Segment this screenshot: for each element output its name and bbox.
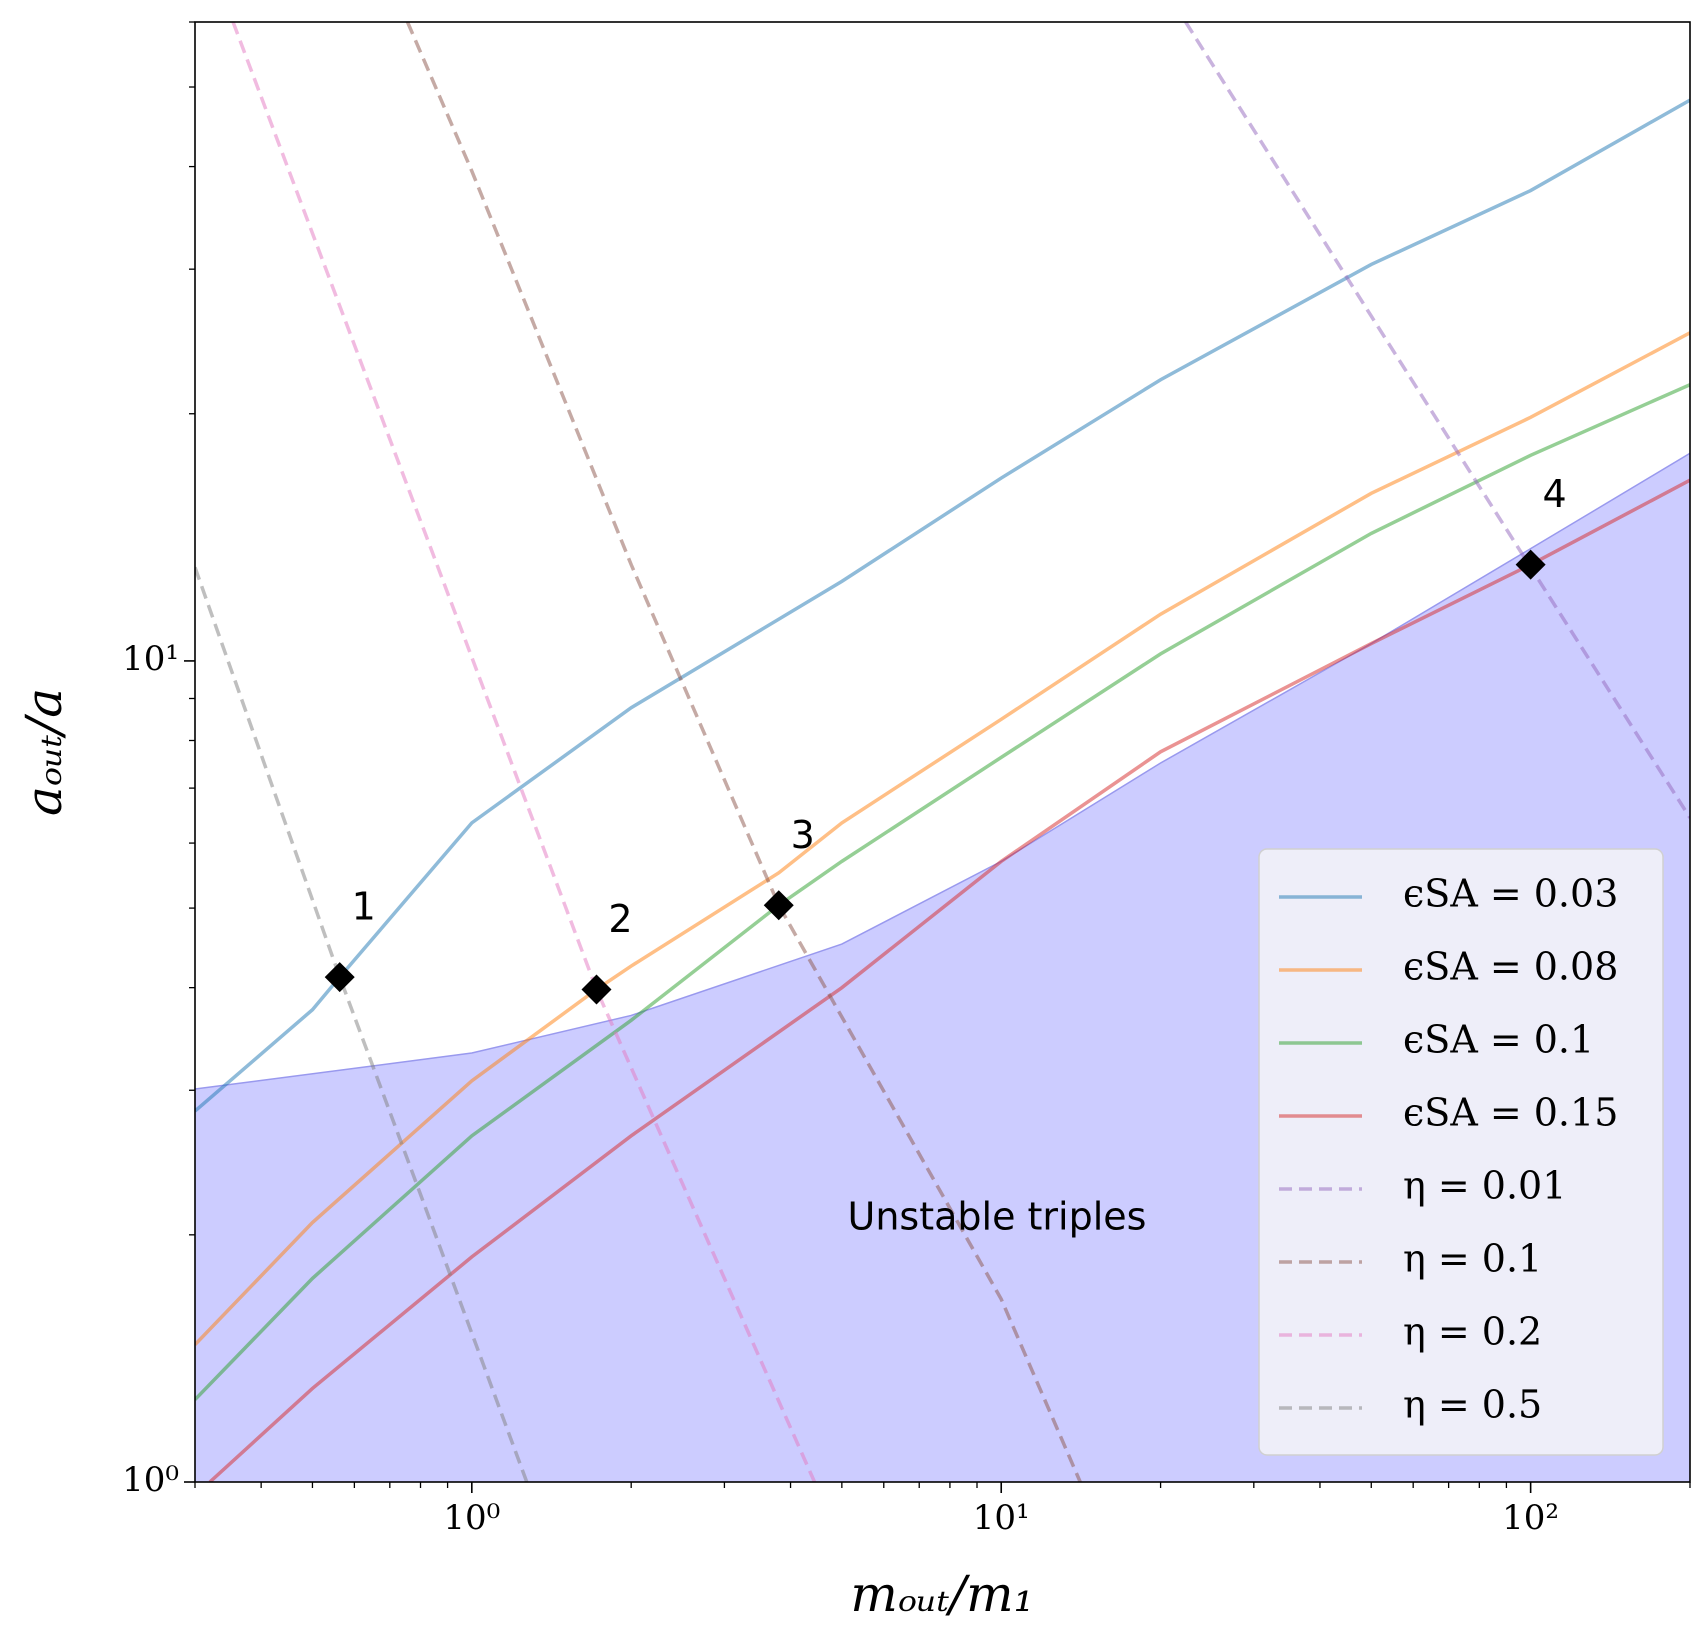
legend-label: ϵSA = 0.08 xyxy=(1403,945,1618,989)
series-line xyxy=(195,566,529,1482)
y-tick-label: 10¹ xyxy=(122,639,179,679)
series-line xyxy=(195,383,1690,1401)
marker xyxy=(763,890,794,921)
legend-label: η = 0.01 xyxy=(1403,1164,1566,1208)
series-line xyxy=(195,98,1690,1113)
axes-frame xyxy=(194,21,1691,1483)
legend-box xyxy=(1258,848,1664,1456)
marker xyxy=(1515,549,1546,580)
marker-label: 3 xyxy=(791,813,815,857)
legend-label: ϵSA = 0.03 xyxy=(1403,872,1618,916)
marker-label: 4 xyxy=(1543,472,1567,516)
x-tick-label: 10⁰ xyxy=(443,1498,500,1538)
legend-label: η = 0.2 xyxy=(1403,1310,1542,1354)
marker xyxy=(324,962,355,993)
x-tick-label: 10¹ xyxy=(973,1498,1030,1538)
series-line xyxy=(231,22,817,1482)
marker-label: 2 xyxy=(608,897,632,941)
legend-label: η = 0.5 xyxy=(1403,1383,1542,1427)
x-tick-label: 10² xyxy=(1502,1498,1559,1538)
series-line xyxy=(208,478,1690,1482)
series-line xyxy=(405,22,1082,1482)
marker-label: 1 xyxy=(352,885,376,929)
legend-label: η = 0.1 xyxy=(1403,1237,1542,1281)
legend-label: ϵSA = 0.15 xyxy=(1403,1091,1618,1135)
legend-label: ϵSA = 0.1 xyxy=(1403,1018,1594,1062)
marker xyxy=(581,974,612,1005)
y-tick-label: 10⁰ xyxy=(122,1460,179,1500)
x-axis-label: mₒᵤₜ/m₁ xyxy=(850,1565,1033,1623)
annotation: Unstable triples xyxy=(848,1195,1147,1239)
y-axis-label: aₒᵤₜ/a xyxy=(15,688,73,816)
series-line xyxy=(195,331,1690,1346)
